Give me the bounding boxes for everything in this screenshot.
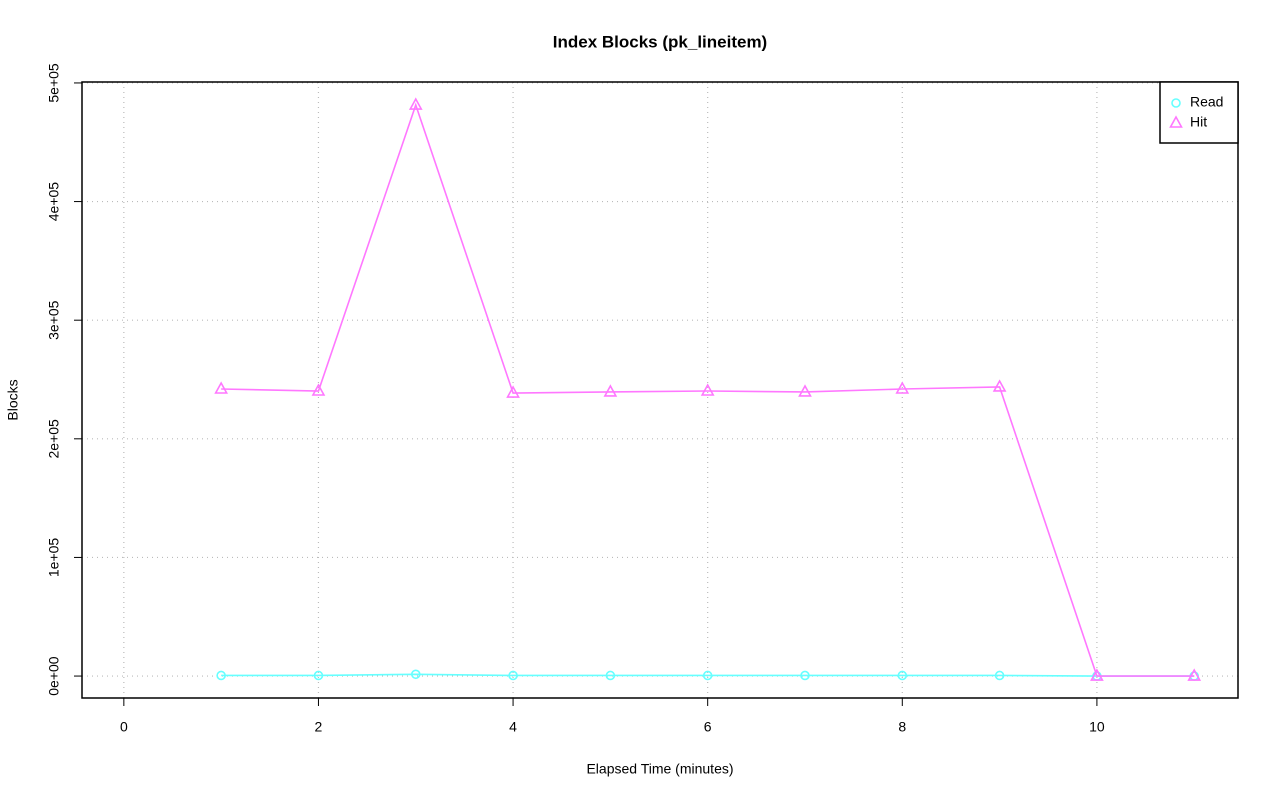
y-tick-label: 1e+05 (46, 538, 62, 578)
y-tick-label: 3e+05 (46, 300, 62, 340)
point (311, 383, 326, 396)
y-axis-label: Blocks (5, 379, 21, 420)
y-tick-label: 2e+05 (46, 419, 62, 459)
legend-box (1159, 81, 1239, 144)
legend-marker (1169, 115, 1183, 128)
point (992, 379, 1007, 392)
x-tick-label: 2 (315, 719, 323, 735)
x-tick-label: 8 (898, 719, 906, 735)
point (408, 97, 423, 110)
y-tick-label: 0e+00 (46, 656, 62, 696)
x-tick-label: 4 (509, 719, 517, 735)
chart-title: Index Blocks (pk_lineitem) (553, 32, 767, 51)
point (605, 670, 616, 681)
point (700, 383, 715, 396)
legend-label: Hit (1190, 114, 1207, 130)
point (800, 670, 810, 681)
y-tick-label: 4e+05 (46, 182, 62, 222)
point (702, 670, 713, 681)
legend-marker (1171, 98, 1181, 108)
x-tick-label: 0 (120, 719, 128, 735)
point (313, 670, 324, 681)
y-tick-label: 5e+05 (46, 63, 62, 103)
point (216, 670, 226, 681)
point (1090, 668, 1104, 681)
x-tick-label: 6 (704, 719, 712, 735)
x-tick-label: 10 (1089, 719, 1105, 735)
point (798, 384, 812, 397)
x-axis-label: Elapsed Time (minutes) (586, 761, 733, 777)
point (897, 670, 908, 681)
legend-label: Read (1190, 94, 1223, 110)
point (603, 384, 618, 397)
point (214, 381, 229, 394)
point (895, 381, 910, 394)
point (508, 670, 518, 681)
point (994, 670, 1005, 681)
point (506, 385, 520, 398)
point (1187, 668, 1202, 681)
series-line (221, 102, 1195, 677)
series-line (221, 673, 1195, 677)
point (410, 669, 421, 680)
plot-frame (81, 81, 1239, 699)
